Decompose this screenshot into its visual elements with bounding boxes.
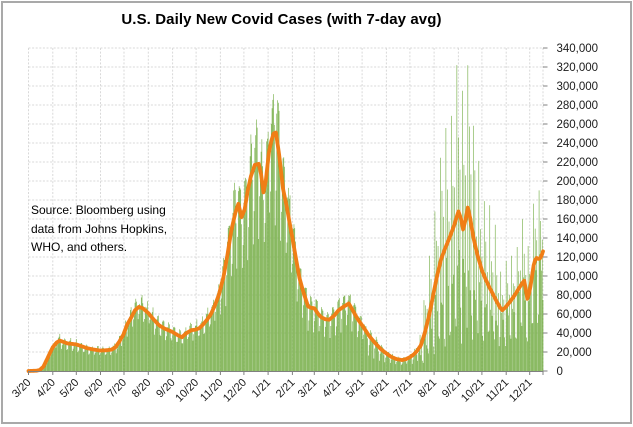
y-tick-label: 120,000 bbox=[557, 252, 599, 264]
x-tick-label: 8/20 bbox=[130, 377, 154, 401]
x-tick-label: 7/20 bbox=[105, 377, 129, 401]
y-tick-label: 140,000 bbox=[557, 233, 599, 245]
y-tick-label: 180,000 bbox=[557, 195, 599, 207]
y-tick-label: 100,000 bbox=[557, 271, 599, 283]
y-tick-label: 160,000 bbox=[557, 214, 599, 226]
y-tick-label: 260,000 bbox=[557, 119, 599, 131]
x-tick-label: 5/20 bbox=[58, 377, 82, 401]
x-tick-label: 10/20 bbox=[173, 377, 201, 405]
axes bbox=[28, 47, 548, 375]
chart-title: U.S. Daily New Covid Cases (with 7-day a… bbox=[121, 11, 442, 28]
x-tick-label: 6/21 bbox=[368, 377, 392, 401]
source-note-line: WHO, and others. bbox=[31, 240, 128, 254]
y-tick-label: 300,000 bbox=[557, 81, 599, 93]
y-tick-label: 240,000 bbox=[557, 138, 599, 150]
x-tick-label: 3/21 bbox=[296, 377, 320, 401]
y-tick-label: 20,000 bbox=[557, 347, 592, 359]
x-tick-label: 4/21 bbox=[320, 377, 344, 401]
source-note-line: data from Johns Hopkins, bbox=[31, 221, 168, 236]
x-tick-label: 12/20 bbox=[221, 377, 249, 405]
y-tick-label: 0 bbox=[557, 366, 563, 378]
x-tick-label: 1/21 bbox=[250, 377, 274, 401]
source-note: Source: Bloomberg using data from Johns … bbox=[31, 201, 167, 257]
y-tick-label: 40,000 bbox=[557, 328, 592, 340]
x-tick-label: 4/20 bbox=[34, 377, 58, 401]
x-tick-label: 2/21 bbox=[274, 377, 298, 401]
x-tick-label: 5/21 bbox=[344, 377, 368, 401]
y-tick-label: 60,000 bbox=[557, 309, 592, 321]
x-tick-label: 11/21 bbox=[484, 377, 511, 404]
x-tick-label: 3/20 bbox=[10, 377, 34, 401]
x-tick-label: 10/21 bbox=[459, 377, 487, 405]
y-tick-label: 340,000 bbox=[557, 43, 599, 55]
y-axis-labels: 0 20,000 40,000 60,000 80,000 100,000 120,000 1… bbox=[557, 43, 599, 378]
y-tick-label: 280,000 bbox=[557, 100, 599, 112]
y-tick-label: 80,000 bbox=[557, 290, 592, 302]
gridlines bbox=[28, 47, 544, 371]
x-axis-labels: 3/20 4/20 5/20 6/20 7/20 8/20 9/2010/2011/2012… bbox=[10, 377, 535, 405]
y-tick-label: 220,000 bbox=[557, 157, 599, 169]
y-tick-label: 320,000 bbox=[557, 62, 599, 74]
y-tick-label: 200,000 bbox=[557, 176, 599, 188]
x-tick-label: 11/20 bbox=[198, 377, 225, 404]
x-tick-label: 8/21 bbox=[416, 377, 440, 401]
seven-day-avg-line bbox=[26, 130, 545, 373]
x-tick-label: 7/21 bbox=[391, 377, 415, 401]
source-note-line: Source: Bloomberg using bbox=[31, 203, 166, 217]
x-tick-label: 12/21 bbox=[507, 377, 535, 405]
x-tick-label: 6/20 bbox=[82, 377, 106, 401]
